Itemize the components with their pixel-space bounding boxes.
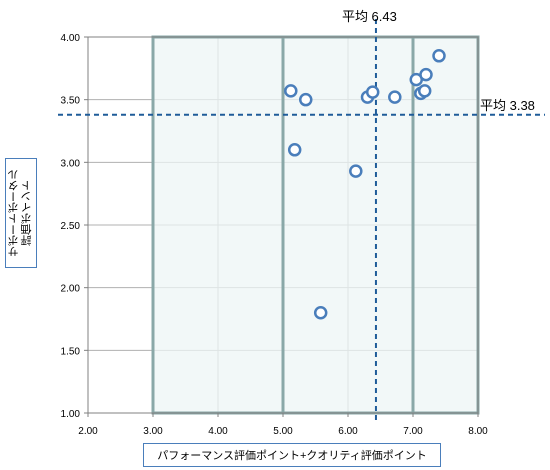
data-point [432, 49, 446, 63]
y-tick-label: 1.50 [61, 346, 81, 357]
shaded-region [151, 35, 285, 415]
data-point [365, 85, 380, 99]
y-tick-label: 3.50 [61, 96, 81, 107]
avg-x-label: 平均 6.43 [341, 9, 397, 24]
data-point [313, 305, 328, 320]
data-point [287, 143, 302, 157]
y-axis-label: サポートポータル 評価ポイント [8, 169, 33, 257]
avg-y-label: 平均 3.38 [480, 97, 535, 113]
x-tick-label: 6.00 [338, 426, 358, 437]
y-tick-label: 2.50 [61, 221, 81, 232]
x-axis-label: パフォーマンス評価ポイント+クオリティ評価ポイント [157, 450, 427, 462]
y-axis-label-box: サポートポータル 評価ポイント [5, 158, 37, 268]
data-point [419, 67, 433, 82]
y-tick-label: 1.00 [61, 409, 81, 420]
x-axis-label-box: パフォーマンス評価ポイント+クオリティ評価ポイント [143, 443, 441, 467]
y-tick-label: 4.00 [61, 33, 81, 44]
shaded-regions [151, 35, 480, 415]
data-point [349, 164, 363, 178]
y-axis-ticks: 1.00 1.50 2.00 2.50 3.00 3.50 4.00 [61, 33, 88, 420]
y-tick-label: 3.00 [61, 158, 81, 169]
x-tick-label: 7.00 [403, 426, 423, 437]
data-point [417, 84, 432, 98]
x-tick-label: 3.00 [143, 426, 163, 437]
x-tick-label: 8.00 [468, 426, 488, 437]
x-tick-label: 4.00 [208, 426, 228, 437]
x-tick-label: 5.00 [273, 426, 293, 437]
x-axis-ticks: 2.00 3.00 4.00 5.00 6.00 7.00 8.00 [78, 413, 488, 437]
y-tick-label: 2.00 [61, 284, 81, 295]
data-point [299, 92, 313, 107]
data-points [284, 49, 446, 320]
x-tick-label: 2.00 [78, 426, 98, 437]
data-point [284, 84, 298, 98]
data-point [388, 90, 402, 104]
